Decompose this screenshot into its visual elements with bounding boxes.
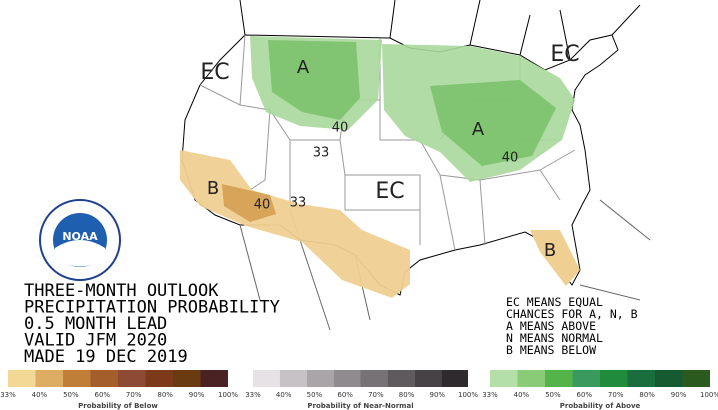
below-areas <box>180 150 580 298</box>
color-swatch <box>572 370 600 387</box>
color-swatch <box>414 370 442 387</box>
color-swatch <box>360 370 388 387</box>
color-swatch <box>63 370 91 387</box>
map-label: 33 <box>313 146 330 161</box>
map-label: 40 <box>254 198 271 213</box>
legend-line: B MEANS BELOW <box>506 343 596 357</box>
colorbar-tick: 33% <box>245 391 261 399</box>
noaa-logo: NOAA <box>39 199 121 281</box>
colorbar-tick: 100% <box>458 391 478 399</box>
map-label: EC <box>550 42 579 67</box>
title-line: VALID JFM 2020 <box>24 331 167 351</box>
colorbar-tick: 90% <box>430 391 446 399</box>
colorbar-tick: 80% <box>639 391 655 399</box>
color-swatch <box>35 370 63 387</box>
colorbar-tick: 50% <box>307 391 323 399</box>
title-line: THREE-MONTH OUTLOOK <box>24 281 219 301</box>
legend-line: N MEANS NORMAL <box>506 331 603 345</box>
color-swatch <box>118 370 146 387</box>
color-swatch <box>8 370 36 387</box>
color-swatch <box>333 370 361 387</box>
color-swatch <box>517 370 545 387</box>
colorbar-tick: 40% <box>514 391 530 399</box>
colorbar-tick: 80% <box>399 391 415 399</box>
map-label: EC <box>200 60 229 85</box>
color-swatch <box>545 370 573 387</box>
color-swatch <box>279 370 307 387</box>
map-label: B <box>207 178 219 199</box>
colorbar-tick: 50% <box>63 391 79 399</box>
color-swatch <box>90 370 118 387</box>
map-label: A <box>297 57 310 78</box>
colorbar-tick: 60% <box>577 391 593 399</box>
title-line: MADE 19 DEC 2019 <box>24 347 188 367</box>
map-label: A <box>472 119 485 140</box>
colorbar-tick: 33% <box>0 391 16 399</box>
colorbar-tick: 60% <box>95 391 111 399</box>
color-swatch <box>490 370 518 387</box>
colorbar-tick: 100% <box>700 391 718 399</box>
color-swatch <box>306 370 334 387</box>
colorbar-tick: 60% <box>337 391 353 399</box>
colorbar-tick: 90% <box>189 391 205 399</box>
colorbar-caption: Probability of Above <box>560 402 641 410</box>
colorbar-tick: 40% <box>276 391 292 399</box>
color-swatch <box>253 370 280 387</box>
legend-line: CHANCES FOR A, N, B <box>506 307 638 321</box>
color-swatch <box>387 370 415 387</box>
map-label: EC <box>375 179 404 204</box>
colorbar-tick: 100% <box>218 391 238 399</box>
color-swatch <box>173 370 201 387</box>
colorbar-tick: 80% <box>157 391 173 399</box>
colorbar-caption: Probability of Below <box>78 402 158 410</box>
color-swatch <box>682 370 710 387</box>
map-label: 33 <box>290 196 307 211</box>
colorbar-tick: 70% <box>608 391 624 399</box>
title-line: 0.5 MONTH LEAD <box>24 314 167 334</box>
map-label: 40 <box>502 151 519 166</box>
title-line: PRECIPITATION PROBABILITY <box>24 298 280 318</box>
colorbar-tick: 50% <box>545 391 561 399</box>
colorbar-tick: 90% <box>671 391 687 399</box>
map-label: B <box>544 240 556 261</box>
above-areas <box>250 36 575 182</box>
colorbar-caption: Probability of Near-Normal <box>307 402 413 410</box>
legend-line: A MEANS ABOVE <box>506 319 596 333</box>
color-swatch <box>627 370 655 387</box>
legend-line: EC MEANS EQUAL <box>506 295 603 309</box>
color-swatch <box>200 370 228 387</box>
map-label: 40 <box>332 121 349 136</box>
colorbar-tick: 33% <box>482 391 498 399</box>
logo-text: NOAA <box>62 230 98 243</box>
colorbar-tick: 70% <box>126 391 142 399</box>
color-swatch <box>441 370 468 387</box>
colorbar-tick: 70% <box>368 391 384 399</box>
color-swatch <box>655 370 683 387</box>
colorbar-tick: 40% <box>32 391 48 399</box>
color-swatch <box>600 370 628 387</box>
color-swatch <box>145 370 173 387</box>
